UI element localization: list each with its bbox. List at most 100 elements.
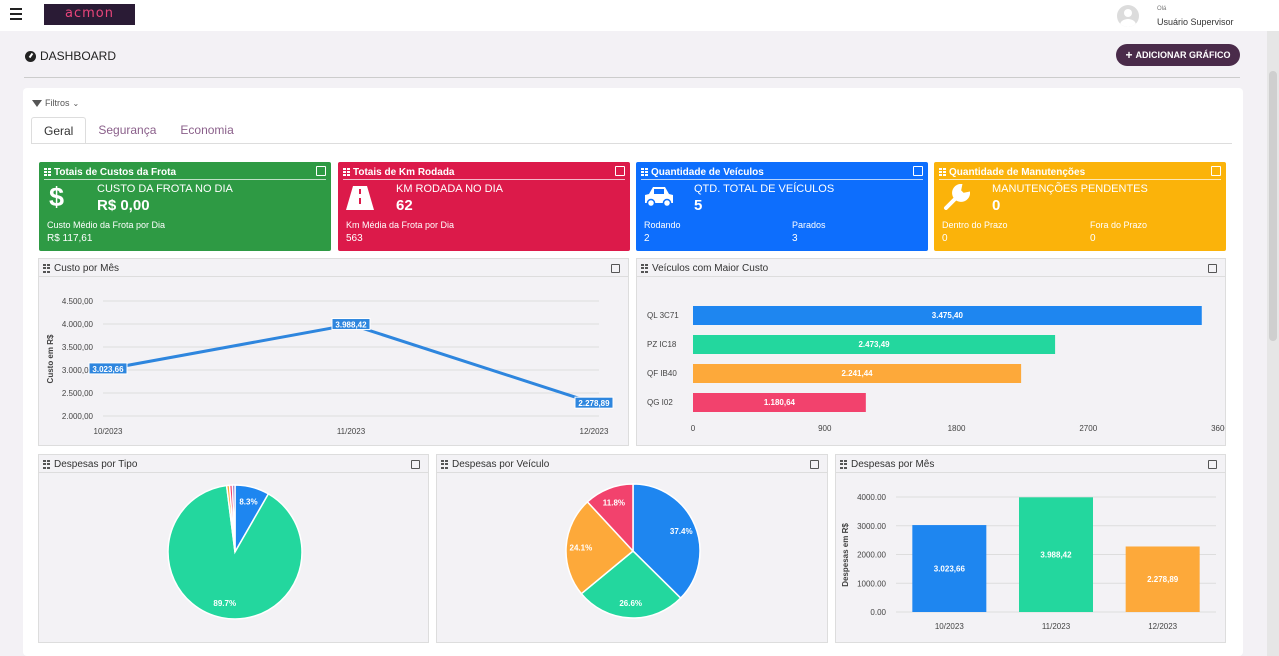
add-chart-label: ADICIONAR GRÁFICO [1135,50,1231,60]
y-tick-label: 2000.00 [857,551,886,560]
app-logo[interactable]: acmon [44,4,135,25]
card-divider [39,472,428,473]
scrollbar-thumb[interactable] [1269,71,1277,341]
menu-icon[interactable] [10,8,22,20]
pie-slice [632,483,701,600]
card-divider [836,472,1225,473]
y-tick-label: 3.500,00 [62,343,94,352]
bar [693,364,1022,383]
data-label-box [574,396,614,409]
drag-handle-icon[interactable] [641,167,648,177]
bar [1125,546,1200,612]
kpi-header: Quantidade de Veículos [641,165,923,180]
data-label: 3.023,66 [92,365,124,374]
slice-label: 8.3% [239,498,257,507]
edit-icon[interactable] [810,460,819,469]
edit-icon[interactable] [316,166,326,176]
kpi-sub-label: Parados [792,220,826,230]
slice-label: 37.4% [670,527,693,536]
card-divider [39,276,628,277]
edit-icon[interactable] [611,264,620,273]
y-tick-label: 3000.00 [857,522,886,531]
drag-handle-icon[interactable] [343,167,350,177]
kpi-title: Totais de Km Rodada [353,166,455,178]
user-greeting: Olá [1157,6,1167,12]
edit-icon[interactable] [913,166,923,176]
pie-slice [231,484,236,553]
data-label: 2.278,89 [1147,575,1179,584]
tabs-divider [31,143,1232,144]
kpi-sub-value: 563 [346,233,363,244]
wrench-icon [944,184,970,210]
kpi-main-label: QTD. TOTAL DE VEÍCULOS [694,183,835,195]
card-divider [637,276,1225,277]
user-name[interactable]: Usuário Supervisor [1157,17,1234,27]
slice-label: 89.7% [213,599,236,608]
data-label-box [88,362,128,375]
data-label: 2.473,49 [858,340,890,349]
kpi-sub-label: Fora do Prazo [1090,220,1148,230]
card-despesas-por-tipo: Despesas por Tipo 8.3% 89.7% [38,454,429,643]
kpi-title: Quantidade de Manutenções [949,166,1086,178]
pie-chart: 8.3% 89.7% [167,484,303,620]
slice-label: 24.1% [570,544,593,553]
user-avatar[interactable] [1117,5,1139,27]
y-tick-label: 4.500,00 [62,297,94,306]
data-label: 3.988,42 [1040,551,1072,560]
y-tick-label: PZ IC18 [647,340,677,349]
pie-slice [586,483,634,553]
drag-handle-icon[interactable] [641,264,648,273]
data-label: 3.988,42 [335,321,367,330]
kpi-main-label: MANUTENÇÕES PENDENTES [992,183,1148,195]
pie-chart: 37.4% 26.6% 24.1% 11.8% [565,483,701,619]
kpi-card-custos: Totais de Custos da Frota $ CUSTO DA FRO… [39,162,331,251]
x-tick-label: 1800 [948,424,966,433]
edit-icon[interactable] [615,166,625,176]
card-custo-por-mes: Custo por Mês 2.000,00 2.500,00 3.000,00 3.… [38,258,629,446]
tab-geral[interactable]: Geral [31,117,87,144]
add-chart-button[interactable]: + ADICIONAR GRÁFICO [1116,44,1240,66]
edit-icon[interactable] [1211,166,1221,176]
kpi-main-value: 62 [396,197,413,214]
bar [912,525,987,612]
top-bar: acmon Olá Usuário Supervisor [0,0,1279,31]
bar [693,335,1056,354]
filter-icon [32,99,42,107]
x-tick-label: 2700 [1079,424,1097,433]
drag-handle-icon[interactable] [840,460,847,469]
drag-handle-icon[interactable] [441,460,448,469]
drag-handle-icon[interactable] [43,264,50,273]
filters-toggle[interactable]: Filtros ⌄ [32,98,79,108]
data-label: 3.475,40 [932,311,964,320]
chevron-down-icon: ⌄ [72,98,80,108]
card-title: Despesas por Mês [851,459,935,470]
y-tick-label: 0.00 [870,608,886,617]
drag-handle-icon[interactable] [43,460,50,469]
x-tick-label: 11/2023 [337,427,366,436]
card-header: Despesas por Mês [840,459,934,470]
tab-economia[interactable]: Economia [180,123,234,137]
drag-handle-icon[interactable] [939,167,946,177]
edit-icon[interactable] [411,460,420,469]
series-line [107,322,595,405]
drag-handle-icon[interactable] [44,167,51,177]
pie-slice [167,484,303,620]
kpi-sub-label: Km Média da Frota por Dia [346,220,455,230]
hbar-chart: 0 900 1800 2700 3600 QL 3C71 3.475,40 PZ IC18 2.… [647,306,1225,433]
bar [1019,497,1093,612]
kpi-sub-value: 3 [792,233,798,244]
kpi-main-value: 0 [992,197,1001,214]
card-header: Veículos com Maior Custo [641,263,768,274]
x-tick-label: 10/2023 [935,622,964,631]
card-title: Custo por Mês [54,263,120,274]
slice-label: 26.6% [619,599,642,608]
kpi-main-value: 5 [694,197,703,214]
data-label: 1.180,64 [764,398,796,407]
page-scrollbar[interactable] [1267,31,1279,656]
bar [693,306,1202,325]
edit-icon[interactable] [1208,460,1217,469]
edit-icon[interactable] [1208,264,1217,273]
tab-seguranca[interactable]: Segurança [98,123,157,137]
kpi-header: Quantidade de Manutenções [939,165,1221,180]
pie-slice [565,500,635,595]
